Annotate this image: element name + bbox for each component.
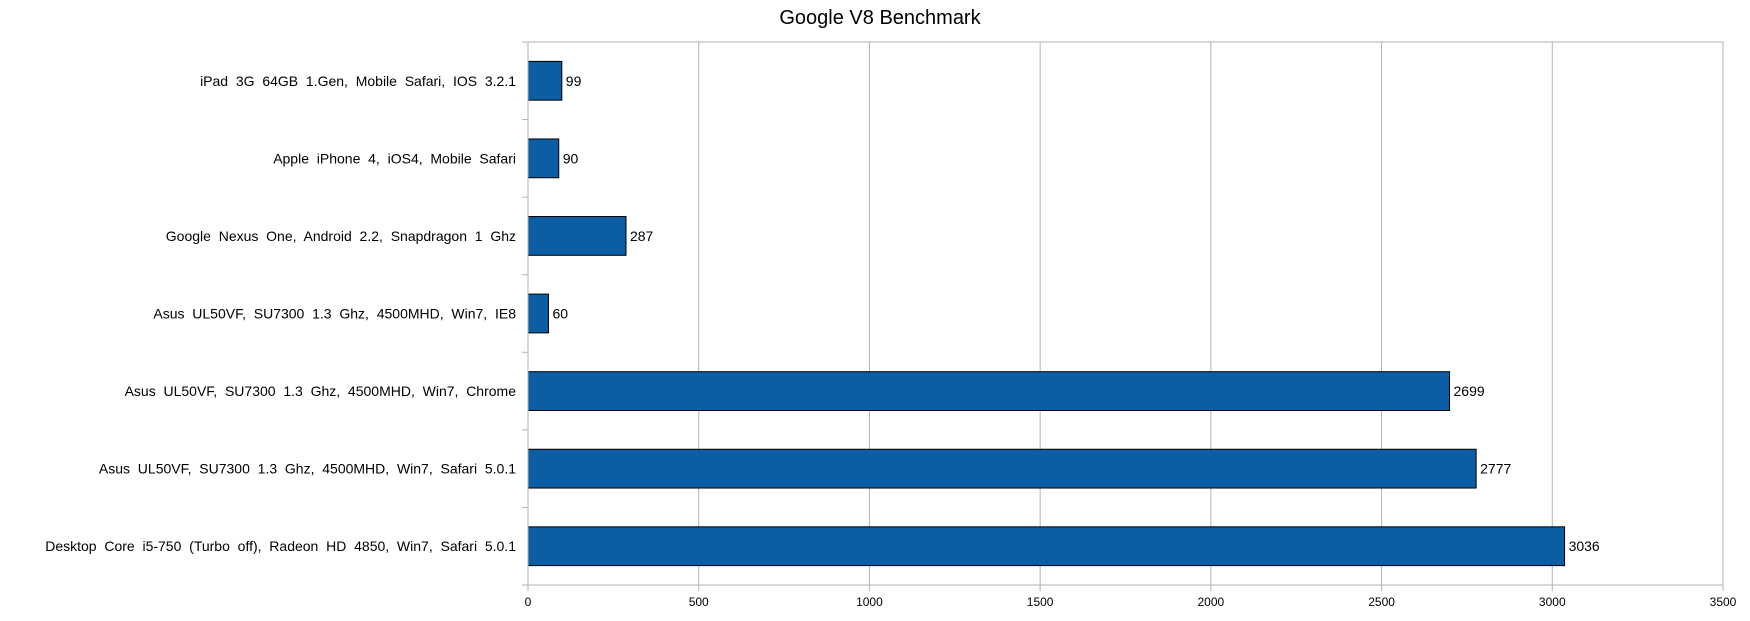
x-tick-label: 1000 <box>856 595 883 609</box>
value-label: 287 <box>630 228 654 244</box>
category-label: Google Nexus One, Android 2.2, Snapdrago… <box>166 228 516 244</box>
axes <box>522 41 1724 591</box>
bar <box>527 371 1451 411</box>
x-tick-label: 500 <box>689 595 709 609</box>
category-label: iPad 3G 64GB 1.Gen, Mobile Safari, IOS 3… <box>200 73 516 89</box>
x-tick-label: 3000 <box>1539 595 1566 609</box>
chart-title: Google V8 Benchmark <box>779 7 981 29</box>
category-label: Asus UL50VF, SU7300 1.3 Ghz, 4500MHD, Wi… <box>153 306 516 322</box>
value-label: 60 <box>552 306 568 322</box>
value-label: 90 <box>563 150 579 166</box>
bar <box>527 448 1477 489</box>
grid-lines <box>698 42 1553 585</box>
x-tick-label: 0 <box>525 595 532 609</box>
bar <box>527 526 1566 567</box>
bar <box>527 216 627 256</box>
bar <box>527 138 560 179</box>
bar <box>527 293 549 334</box>
plot-area-frame <box>527 41 1724 586</box>
x-tick-label: 1500 <box>1027 595 1054 609</box>
x-tick-label: 3500 <box>1710 595 1737 609</box>
value-labels: 99 90 287 60 2699 2777 3036 <box>552 73 1599 554</box>
x-tick-label: 2500 <box>1368 595 1395 609</box>
category-label: Asus UL50VF, SU7300 1.3 Ghz, 4500MHD, Wi… <box>125 383 517 399</box>
category-labels: iPad 3G 64GB 1.Gen, Mobile Safari, IOS 3… <box>45 73 516 554</box>
value-label: 99 <box>566 73 582 89</box>
x-tick-label: 2000 <box>1198 595 1225 609</box>
bar <box>527 60 563 101</box>
x-tick-labels: 0 500 1000 1500 2000 2500 3000 3500 <box>525 595 1737 609</box>
category-label: Apple iPhone 4, iOS4, Mobile Safari <box>273 150 516 166</box>
value-label: 3036 <box>1569 538 1600 554</box>
category-label: Asus UL50VF, SU7300 1.3 Ghz, 4500MHD, Wi… <box>99 461 516 477</box>
category-label: Desktop Core i5-750 (Turbo off), Radeon … <box>45 538 516 554</box>
value-label: 2777 <box>1480 461 1511 477</box>
bars <box>527 60 1566 567</box>
value-label: 2699 <box>1454 383 1485 399</box>
